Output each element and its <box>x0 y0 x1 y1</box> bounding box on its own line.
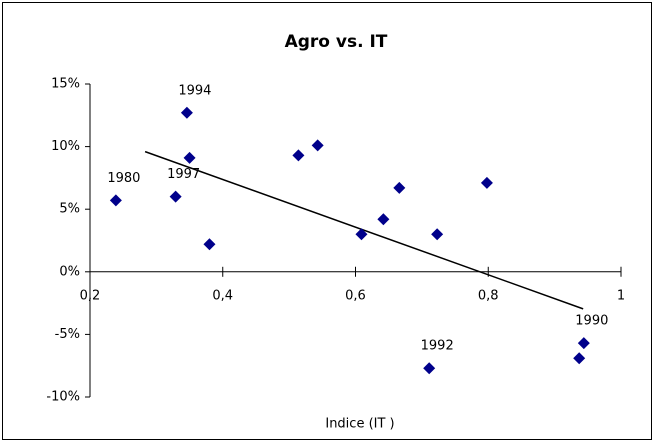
point <box>203 238 216 251</box>
x-tick-label: 0,8 <box>478 288 499 303</box>
y-tick-label: 0% <box>59 264 80 279</box>
point-label: 1997 <box>167 167 200 182</box>
point-label: 1980 <box>107 171 140 186</box>
x-tick-label: 0,6 <box>345 288 366 303</box>
y-tick-label: 10% <box>51 139 80 154</box>
trendline <box>144 150 584 310</box>
point-label: 1994 <box>178 83 211 98</box>
point <box>169 190 182 203</box>
point <box>480 176 493 189</box>
y-tick-label: -5% <box>55 327 80 342</box>
point <box>183 151 196 164</box>
point <box>573 352 586 365</box>
x-tick-label: 0,4 <box>212 288 233 303</box>
point <box>292 149 305 162</box>
point <box>393 181 406 194</box>
point <box>311 139 324 152</box>
point <box>109 194 122 207</box>
x-axis-label: Indice (IT ) <box>325 417 394 432</box>
y-tick-label: 15% <box>51 77 80 92</box>
x-tick-label: 0,2 <box>80 288 101 303</box>
y-tick-label: -10% <box>46 390 80 405</box>
point <box>180 106 193 119</box>
point <box>431 228 444 241</box>
point <box>355 228 368 241</box>
point <box>577 337 590 350</box>
point <box>377 213 390 226</box>
y-tick-label: 5% <box>59 202 80 217</box>
point-label: 1990 <box>575 314 608 329</box>
x-tick-label: 1 <box>617 288 625 303</box>
chart-title: Agro vs. IT <box>285 32 388 52</box>
point-label: 1992 <box>421 339 454 354</box>
point <box>423 362 436 375</box>
